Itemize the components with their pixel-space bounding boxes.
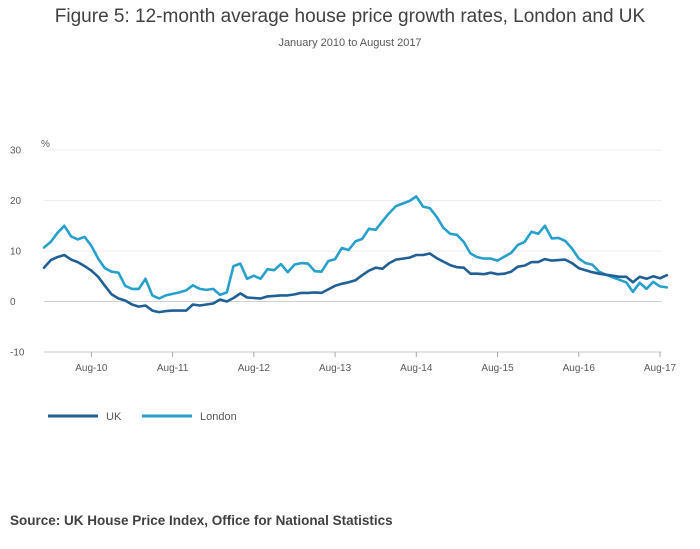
y-tick-label: -10: [10, 348, 25, 359]
y-tick-label: 0: [10, 297, 16, 308]
series-lines: [42, 195, 669, 314]
y-tick-label: 10: [10, 247, 22, 258]
legend-label-uk: UK: [106, 411, 122, 423]
legend-label-london: London: [200, 411, 237, 423]
x-tick-label: Aug-15: [481, 363, 514, 374]
legend: UK London: [48, 411, 237, 423]
chart-subtitle: January 2010 to August 2017: [278, 37, 422, 49]
x-tick-label: Aug-14: [400, 363, 433, 374]
x-tick-label: Aug-16: [563, 363, 596, 374]
y-tick-label: 20: [10, 196, 22, 207]
x-tick-label: Aug-10: [75, 363, 108, 374]
series-line-uk: [42, 252, 669, 314]
x-tick-label: Aug-17: [644, 363, 677, 374]
y-tick-label: 30: [10, 146, 22, 157]
y-axis-label: %: [41, 139, 50, 150]
series-line-london: [42, 195, 669, 300]
axes: 30 20 10 0 -10% Aug-10 Aug-11 Aug-12 Aug-13 Aug-1…: [10, 139, 677, 374]
source-note: Source: UK House Price Index, Office for…: [10, 513, 393, 528]
x-tick-label: Aug-13: [319, 363, 352, 374]
x-tick-label: Aug-11: [157, 363, 189, 374]
chart-title: Figure 5: 12-month average house price g…: [54, 6, 646, 27]
x-tick-label: Aug-12: [238, 363, 271, 374]
gridlines: [44, 149, 662, 353]
